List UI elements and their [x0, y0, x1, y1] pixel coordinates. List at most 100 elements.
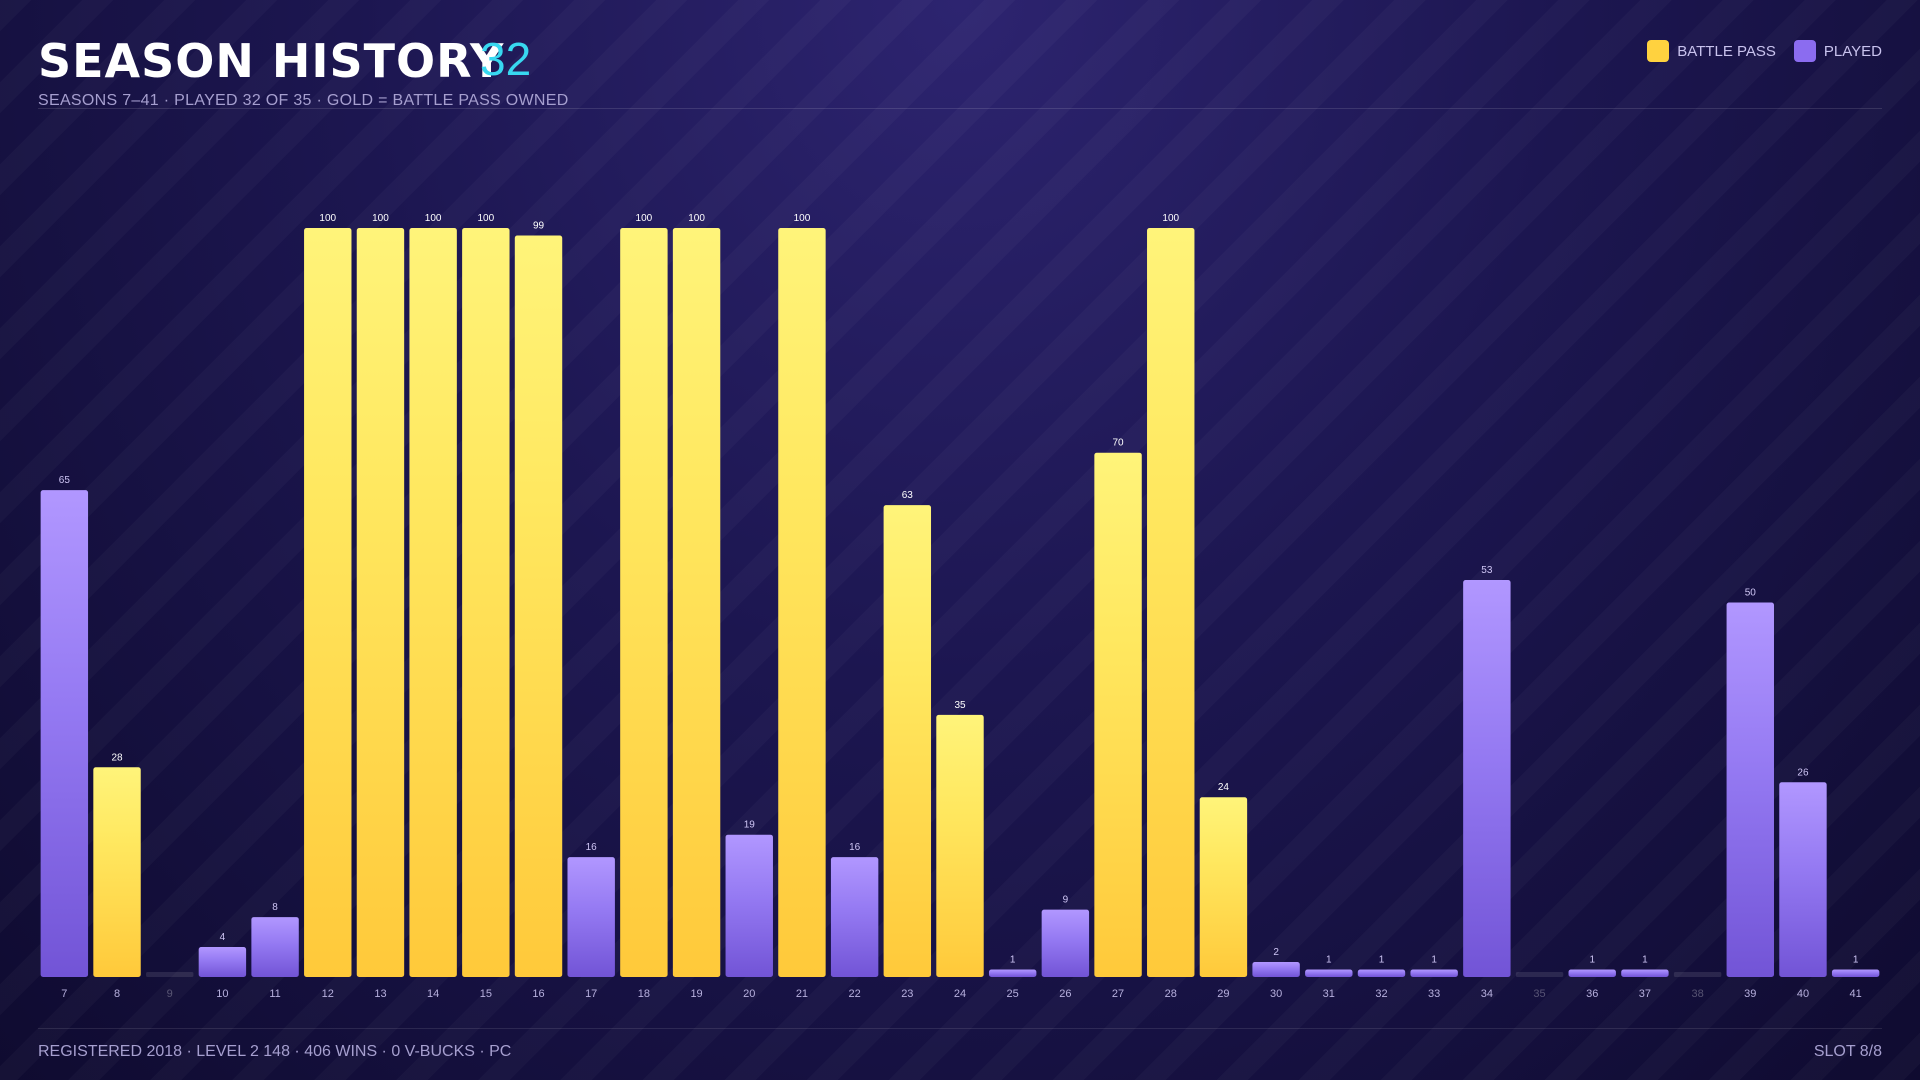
- x-tick-label-season-29: 29: [1217, 988, 1229, 1000]
- header-divider: [38, 108, 1882, 109]
- value-label-season-29: 24: [1218, 782, 1230, 793]
- bar-season-32[interactable]: [1357, 969, 1406, 977]
- x-tick-label-season-31: 31: [1323, 988, 1335, 1000]
- x-tick-label-season-26: 26: [1059, 988, 1071, 1000]
- value-label-season-27: 70: [1112, 438, 1124, 449]
- x-tick-label-season-32: 32: [1375, 988, 1387, 1000]
- value-label-season-33: 1: [1431, 955, 1437, 966]
- x-tick-label-season-9: 9: [167, 988, 173, 1000]
- bar-season-31[interactable]: [1305, 969, 1353, 977]
- bar-season-36[interactable]: [1568, 969, 1616, 977]
- bar-season-33[interactable]: [1410, 969, 1458, 977]
- bar-season-20[interactable]: [725, 834, 773, 977]
- bar-season-19[interactable]: [672, 228, 721, 977]
- x-tick-label-season-15: 15: [480, 988, 492, 1000]
- value-label-season-15: 100: [477, 213, 494, 224]
- value-label-season-31: 1: [1326, 955, 1332, 966]
- x-tick-label-season-19: 19: [690, 988, 702, 1000]
- bar-season-40[interactable]: [1779, 782, 1827, 977]
- bar-season-11[interactable]: [251, 917, 299, 977]
- bar-season-7[interactable]: [40, 490, 89, 977]
- x-tick-label-season-13: 13: [374, 988, 386, 1000]
- x-tick-label-season-39: 39: [1744, 988, 1756, 1000]
- legend-label-battle-pass: BATTLE PASS: [1677, 42, 1776, 60]
- x-tick-label-season-10: 10: [216, 988, 228, 1000]
- value-label-season-13: 100: [372, 213, 389, 224]
- value-label-season-8: 28: [111, 752, 123, 763]
- bar-season-17[interactable]: [567, 857, 615, 977]
- value-label-season-25: 1: [1010, 955, 1016, 966]
- bar-season-41[interactable]: [1831, 969, 1880, 977]
- value-label-season-37: 1: [1642, 955, 1648, 966]
- bar-season-30[interactable]: [1252, 962, 1300, 977]
- footer-divider: [38, 1028, 1882, 1029]
- profile-summary: REGISTERED 2018 · LEVEL 2 148 · 406 WINS…: [38, 1043, 512, 1060]
- bar-season-34[interactable]: [1463, 580, 1511, 977]
- bar-season-14[interactable]: [409, 228, 457, 977]
- x-tick-label-season-16: 16: [532, 988, 544, 1000]
- x-tick-label-season-22: 22: [849, 988, 861, 1000]
- value-label-season-32: 1: [1379, 955, 1385, 966]
- bar-season-13[interactable]: [356, 228, 405, 977]
- x-tick-label-season-27: 27: [1112, 988, 1124, 1000]
- bars-group: [40, 228, 1880, 978]
- bar-placeholder-season-38: [1673, 972, 1722, 977]
- x-tick-label-season-37: 37: [1639, 988, 1651, 1000]
- value-label-season-40: 26: [1797, 767, 1809, 778]
- x-tick-label-season-40: 40: [1797, 988, 1809, 1000]
- value-label-season-19: 100: [688, 213, 705, 224]
- x-tick-label-season-25: 25: [1007, 988, 1019, 1000]
- value-label-season-11: 8: [272, 902, 278, 913]
- value-label-season-36: 1: [1589, 955, 1595, 966]
- value-label-season-14: 100: [425, 213, 442, 224]
- battle-pass-swatch: [1647, 40, 1670, 62]
- x-tick-label-season-33: 33: [1428, 988, 1440, 1000]
- value-label-season-20: 19: [744, 820, 756, 831]
- x-tick-label-season-34: 34: [1481, 988, 1493, 1000]
- bar-placeholder-season-9: [146, 972, 194, 977]
- page-title: SEASON HISTORY: [38, 34, 505, 88]
- value-label-season-24: 35: [954, 700, 966, 711]
- bar-season-16[interactable]: [514, 235, 563, 978]
- value-label-season-10: 4: [220, 932, 226, 943]
- value-label-season-17: 16: [586, 842, 598, 853]
- bar-season-28[interactable]: [1147, 228, 1195, 977]
- bar-placeholder-season-35: [1515, 972, 1564, 977]
- bar-season-23[interactable]: [883, 505, 932, 977]
- x-tick-label-season-11: 11: [269, 988, 280, 1000]
- bar-season-29[interactable]: [1199, 797, 1248, 977]
- value-label-season-22: 16: [849, 842, 861, 853]
- bar-season-27[interactable]: [1094, 452, 1142, 977]
- value-label-season-34: 53: [1481, 565, 1493, 576]
- value-label-season-12: 100: [319, 213, 336, 224]
- value-label-season-16: 99: [533, 220, 545, 231]
- footer: REGISTERED 2018 · LEVEL 2 148 · 406 WINS…: [38, 1043, 1882, 1067]
- bar-season-10[interactable]: [198, 947, 247, 977]
- value-label-season-26: 9: [1063, 895, 1069, 906]
- x-tick-label-season-23: 23: [901, 988, 913, 1000]
- bar-season-8[interactable]: [93, 767, 141, 977]
- value-label-season-7: 65: [59, 475, 71, 486]
- bar-season-39[interactable]: [1726, 602, 1774, 978]
- x-tick-label-season-21: 21: [796, 988, 808, 1000]
- value-label-season-41: 1: [1853, 955, 1859, 966]
- bar-season-26[interactable]: [1041, 909, 1090, 977]
- x-tick-label-season-24: 24: [954, 988, 966, 1000]
- bar-season-25[interactable]: [988, 969, 1037, 977]
- bar-season-37[interactable]: [1621, 969, 1669, 977]
- bar-season-24[interactable]: [936, 714, 984, 977]
- bar-season-18[interactable]: [620, 228, 668, 977]
- x-tick-label-season-14: 14: [427, 988, 439, 1000]
- x-axis-labels-group: 7 8 9 10 11 12 13 14 15 16 17 18 19 20 21 22 23 24 25 26 27 2…: [61, 988, 1862, 1000]
- bar-season-22[interactable]: [830, 857, 879, 977]
- bar-season-21[interactable]: [778, 228, 826, 977]
- x-tick-label-season-30: 30: [1270, 988, 1282, 1000]
- legend-item-battle-pass: BATTLE PASS: [1647, 40, 1776, 62]
- bar-season-12[interactable]: [304, 228, 352, 977]
- x-tick-label-season-28: 28: [1165, 988, 1177, 1000]
- legend-item-played: PLAYED: [1793, 40, 1882, 62]
- x-tick-label-season-7: 7: [61, 988, 67, 1000]
- bar-season-15[interactable]: [462, 228, 510, 977]
- chart-legend: BATTLE PASS PLAYED: [1647, 40, 1882, 62]
